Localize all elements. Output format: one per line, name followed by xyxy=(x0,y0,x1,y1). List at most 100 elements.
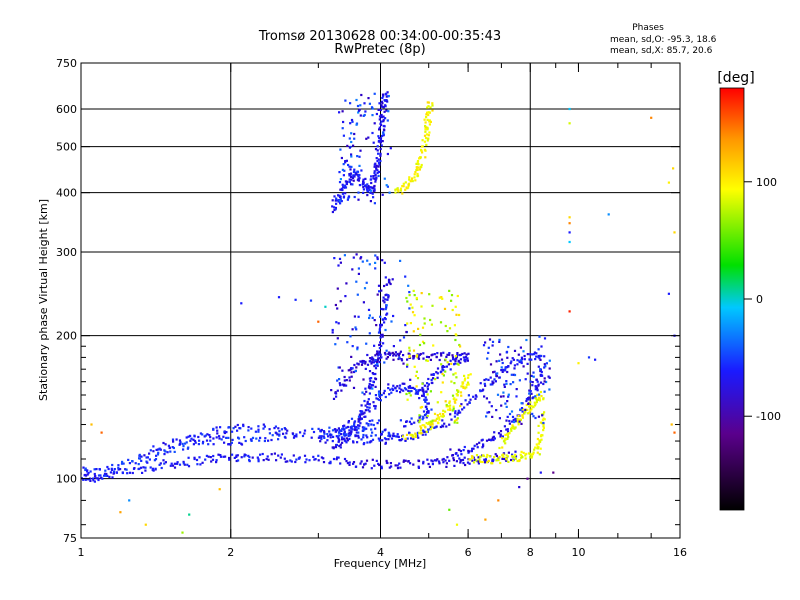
trace-point xyxy=(263,439,266,443)
trace-point xyxy=(277,438,280,441)
isolated-point xyxy=(497,499,500,502)
trace-point xyxy=(381,335,384,338)
scatter-point xyxy=(350,355,353,358)
trace-point xyxy=(432,373,435,376)
scatter-point xyxy=(531,412,534,415)
trace-point xyxy=(533,351,536,354)
scatter-point xyxy=(423,322,426,325)
trace-point xyxy=(521,357,524,360)
trace-point xyxy=(535,401,538,404)
trace-point xyxy=(449,413,452,416)
trace-point xyxy=(440,415,443,418)
trace-point xyxy=(422,429,425,432)
trace-point xyxy=(212,443,215,446)
scatter-point xyxy=(377,284,381,287)
trace-point xyxy=(424,396,427,399)
trace-point xyxy=(484,458,487,461)
scatter-point xyxy=(386,185,389,188)
trace-point xyxy=(337,437,340,440)
trace-point xyxy=(310,436,313,439)
trace-point xyxy=(360,411,363,415)
trace-point xyxy=(374,180,377,183)
trace-point xyxy=(184,442,187,445)
trace-point xyxy=(345,426,348,429)
trace-point xyxy=(231,430,234,433)
trace-point xyxy=(514,450,517,453)
trace-point xyxy=(524,410,527,413)
scatter-point xyxy=(339,198,342,201)
trace-point xyxy=(255,437,258,440)
trace-point xyxy=(415,167,419,170)
trace-point xyxy=(349,172,353,175)
scatter-point xyxy=(434,378,437,381)
trace-point xyxy=(397,354,400,357)
scatter-point xyxy=(350,140,353,144)
trace-point xyxy=(364,415,367,418)
trace-point xyxy=(364,184,367,187)
scatter-point xyxy=(338,171,341,174)
trace-point xyxy=(103,474,106,477)
trace-point xyxy=(178,442,182,445)
trace-point xyxy=(329,433,332,437)
scatter-point xyxy=(343,254,346,257)
trace-point xyxy=(414,179,417,182)
trace-point xyxy=(340,389,343,392)
scatter-point xyxy=(529,380,532,383)
trace-point xyxy=(355,434,358,437)
trace-point xyxy=(358,413,361,416)
trace-point xyxy=(468,462,471,465)
trace-point xyxy=(334,199,337,202)
trace-point xyxy=(427,410,430,413)
trace-point xyxy=(334,391,337,395)
trace-point xyxy=(356,441,359,444)
trace-point xyxy=(359,422,362,425)
trace-point xyxy=(505,454,508,457)
trace-point xyxy=(303,429,307,432)
scatter-point xyxy=(377,393,381,396)
trace-point xyxy=(121,460,124,463)
trace-point xyxy=(170,462,173,465)
trace-point xyxy=(486,453,489,457)
trace-point xyxy=(320,437,323,441)
scatter-point xyxy=(548,359,551,362)
scatter-point xyxy=(526,372,529,375)
scatter-point xyxy=(345,159,348,162)
scatter-point xyxy=(357,191,360,194)
trace-point xyxy=(427,383,430,386)
scatter-point xyxy=(444,370,447,373)
trace-point xyxy=(341,383,344,386)
scatter-point xyxy=(371,107,374,110)
trace-point xyxy=(520,361,523,365)
trace-point xyxy=(385,357,388,360)
trace-point xyxy=(472,447,475,450)
trace-point xyxy=(320,435,323,438)
scatter-point xyxy=(385,304,388,307)
trace-point xyxy=(192,443,195,446)
trace-point xyxy=(485,378,488,381)
scatter-point xyxy=(362,186,365,189)
trace-point xyxy=(394,464,397,467)
trace-point xyxy=(353,175,356,178)
phases-x-stats: mean, sd,X: 85.7, 20.6 xyxy=(610,46,713,56)
trace-point xyxy=(380,467,383,470)
trace-point xyxy=(337,194,340,197)
trace-point xyxy=(228,456,231,460)
trace-point xyxy=(488,455,491,458)
scatter-point xyxy=(360,256,363,259)
trace-point xyxy=(405,186,408,189)
scatter-point xyxy=(511,357,514,360)
trace-point xyxy=(511,453,514,456)
scatter-point xyxy=(363,113,366,117)
trace-point xyxy=(358,419,361,422)
trace-point xyxy=(462,462,465,465)
trace-point xyxy=(408,390,412,393)
trace-point xyxy=(424,128,427,131)
trace-point xyxy=(447,408,450,411)
scatter-point xyxy=(348,165,351,168)
scatter-point xyxy=(376,256,379,259)
trace-point xyxy=(432,377,435,380)
scatter-point xyxy=(448,327,452,330)
trace-point xyxy=(357,363,360,366)
trace-point xyxy=(534,403,537,406)
trace-point xyxy=(361,429,364,432)
